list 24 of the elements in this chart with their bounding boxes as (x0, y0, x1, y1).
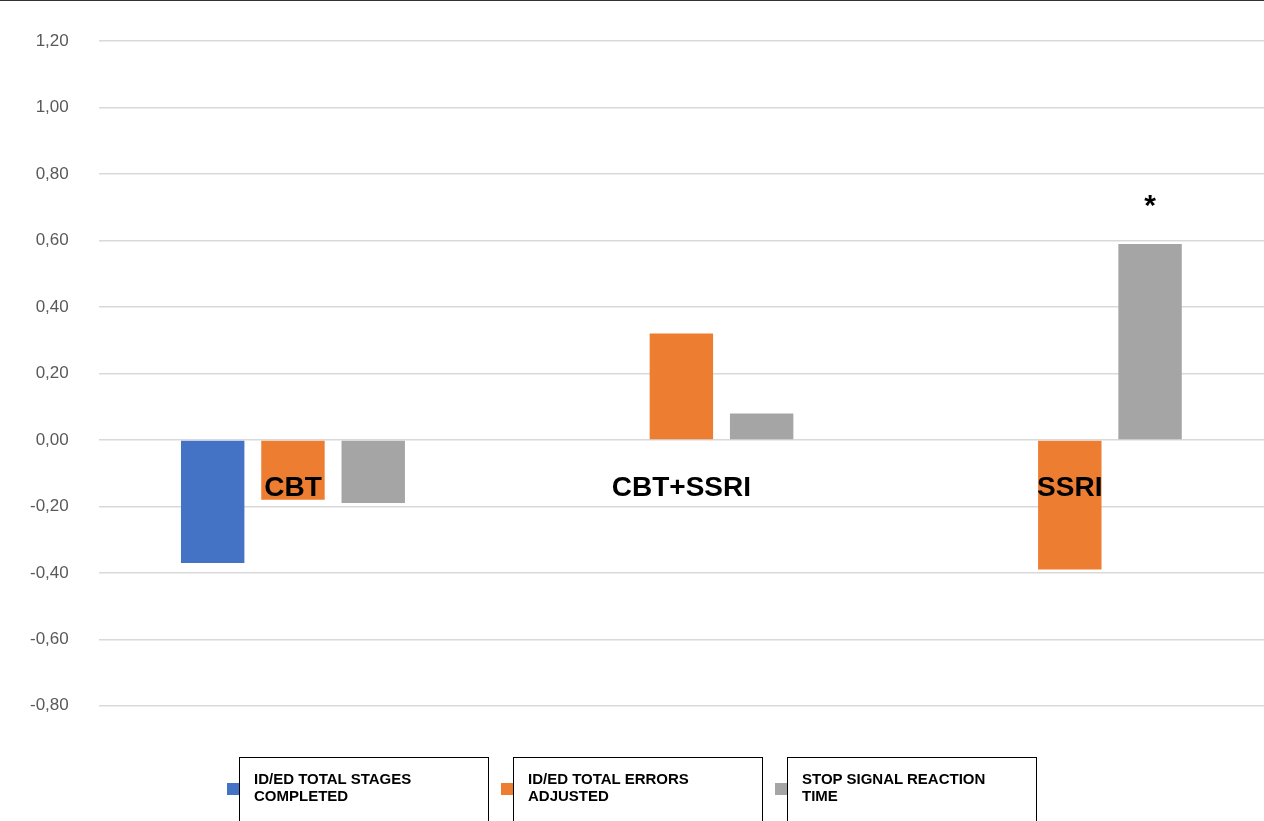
y-tick-label: 0,20 (35, 363, 69, 383)
y-tick-label: -0,80 (30, 695, 69, 715)
y-tick-label: -0,20 (30, 496, 69, 516)
x-tick-label: SSRI (1037, 470, 1103, 502)
y-tick-label: 1,20 (35, 30, 69, 50)
bar (1038, 440, 1102, 570)
y-tick-label: 0,60 (35, 230, 69, 250)
x-tick-label: CBT (264, 470, 322, 502)
legend-label: STOP SIGNAL REACTION TIME (787, 757, 1037, 821)
legend-label: ID/ED TOTAL ERRORS ADJUSTED (513, 757, 763, 821)
legend-label: ID/ED TOTAL STAGES COMPLETED (239, 757, 489, 821)
annotation: * (1144, 188, 1157, 222)
y-tick-label: 0,00 (35, 429, 69, 449)
y-tick-label: 0,40 (35, 296, 69, 316)
x-tick-label: CBT+SSRI (611, 470, 751, 502)
bar (729, 413, 794, 440)
y-tick-label: -0,40 (30, 562, 69, 582)
y-tick-label: 0,80 (35, 163, 69, 183)
bar (649, 333, 714, 440)
y-tick-label: -0,60 (30, 629, 69, 649)
bar (341, 440, 405, 504)
bar (1118, 243, 1182, 440)
bar (180, 440, 245, 563)
y-tick-label: 1,00 (35, 97, 69, 117)
